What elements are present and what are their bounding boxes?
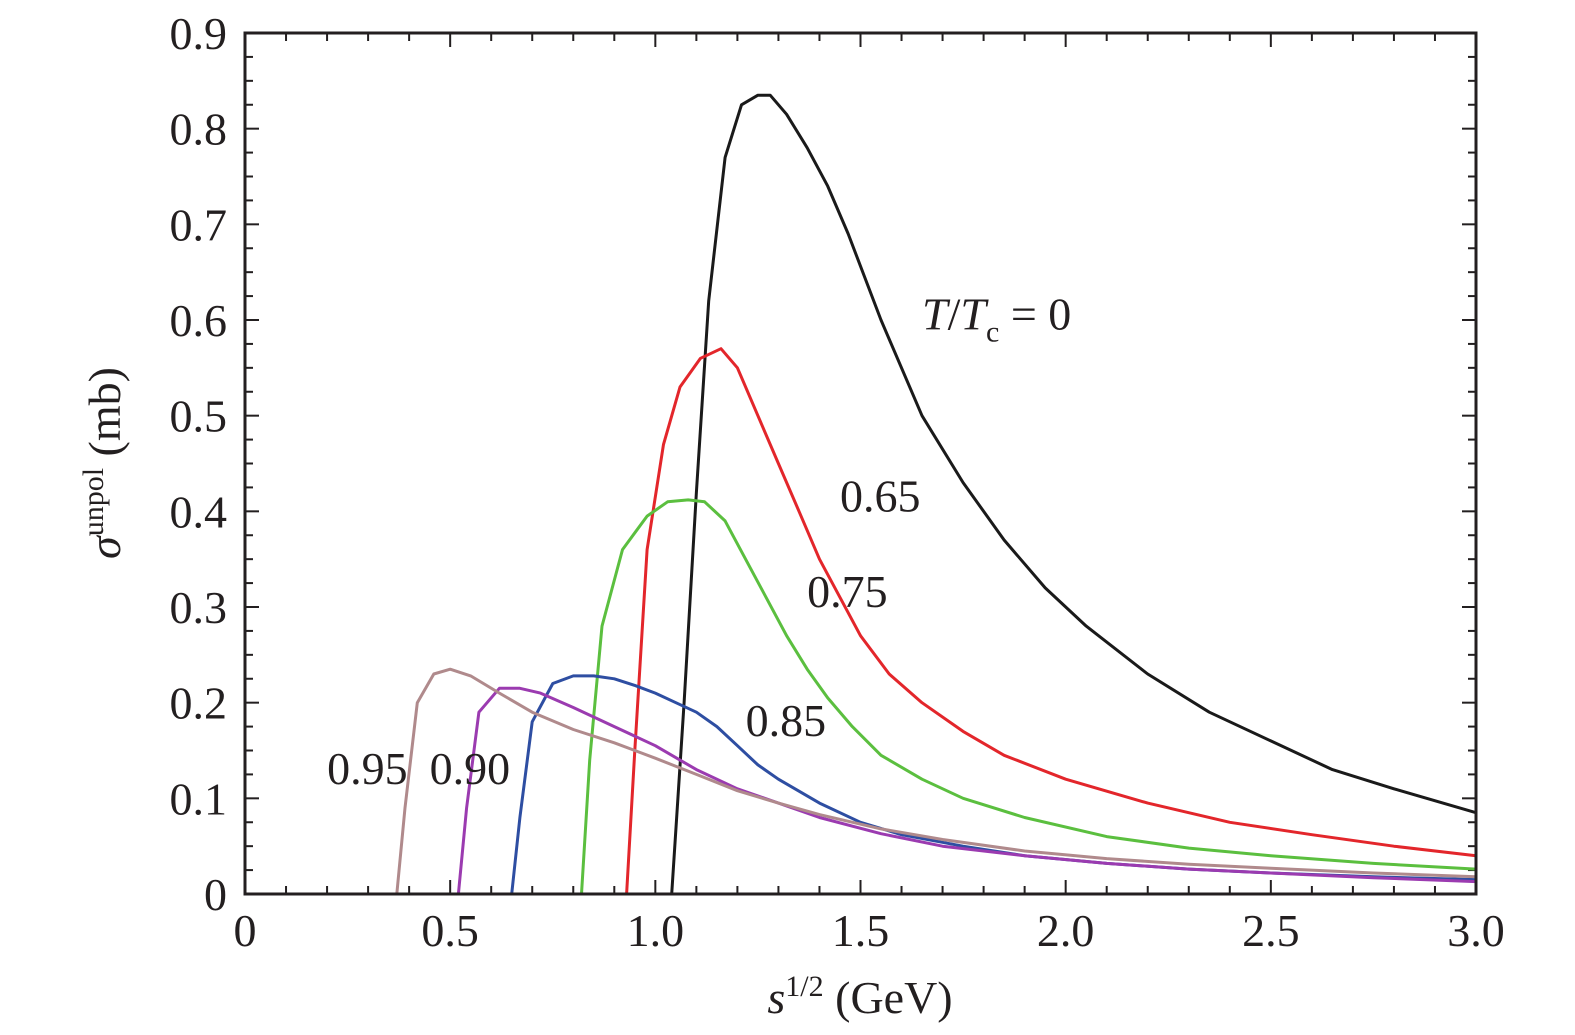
y-tick-label: 0 [204,869,227,920]
curve-label-1: 0.65 [840,470,921,521]
y-tick-label: 0.7 [170,199,228,250]
x-axis-title: s1/2 (GeV) [767,970,952,1023]
y-axis-title-unit: (mb) [79,367,130,468]
x-tick-label: 0 [234,905,257,956]
curve-label-2: 0.75 [807,566,888,617]
curve-label-part: c [986,316,999,349]
y-tick-label: 0.6 [170,295,228,346]
x-axis-title-sup: 1/2 [785,970,823,1003]
series-lines [395,93,1477,895]
series-line-1 [625,347,1477,895]
x-tick-label: 0.5 [421,905,479,956]
y-tick-label: 0.5 [170,391,228,442]
curve-labels: T/Tc = 0 0.65 0.75 0.85 0.90 0.95 [327,289,1071,794]
plot-frame [243,31,1478,896]
curve-label-3: 0.85 [746,695,827,746]
x-tick-label: 1.5 [832,905,890,956]
series-line-5 [395,667,1477,895]
curve-label-part: / [948,289,961,340]
y-tick-label: 0.4 [170,486,228,537]
y-tick-label: 0.1 [170,773,228,824]
y-axis-title-sup: unpol [77,468,110,536]
x-tick-label: 2.5 [1242,905,1300,956]
y-axis-title-base: σ [79,534,130,559]
curve-label-0: T/Tc = 0 [922,289,1071,349]
curve-label-part: = 0 [999,289,1071,340]
curve-label-part: T [960,289,989,340]
x-tick-label: 2.0 [1037,905,1095,956]
tick-labels: 0 0.5 1.0 1.5 2.0 2.5 3.0 0 0.1 0.2 0.3 0.4 0.5 0.6 0.… [170,8,1505,956]
curve-label-4: 0.90 [430,743,511,794]
y-tick-label: 0.8 [170,104,228,155]
series-line-2 [580,498,1477,895]
y-axis-title: σunpol (mb) [77,367,130,559]
y-tick-label: 0.2 [170,678,228,729]
y-tick-label: 0.3 [170,582,228,633]
y-tick-label: 0.9 [170,8,228,59]
x-axis-title-base: s [767,972,785,1023]
series-line-0 [670,93,1477,895]
x-tick-label: 3.0 [1447,905,1505,956]
x-tick-label: 1.0 [627,905,685,956]
series-line-4 [456,686,1477,895]
curve-label-5: 0.95 [327,743,408,794]
curve-label-part: T [922,289,951,340]
x-axis-title-unit: (GeV) [824,972,953,1023]
